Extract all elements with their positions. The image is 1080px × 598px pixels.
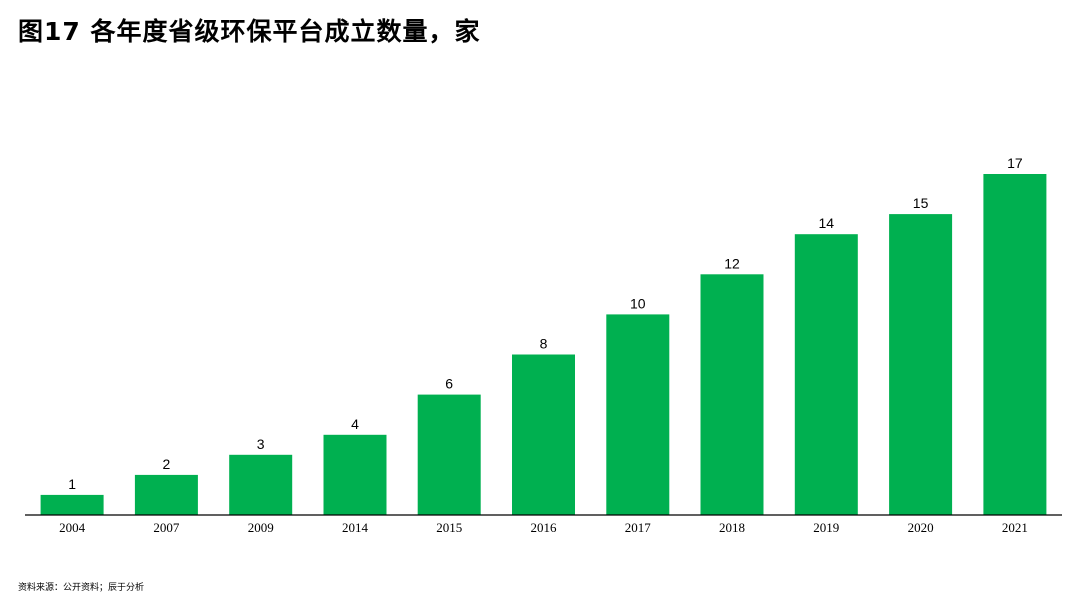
value-label-2004: 1 [68, 476, 76, 492]
value-label-2009: 3 [257, 436, 265, 452]
bar-2017 [606, 314, 670, 515]
bars-group [40, 174, 1047, 515]
value-label-2020: 15 [913, 195, 929, 211]
x-tick-2015: 2015 [436, 520, 462, 535]
value-label-2015: 6 [445, 376, 453, 392]
value-label-2016: 8 [540, 336, 548, 352]
x-tick-2004: 2004 [59, 520, 86, 535]
x-tick-labels: 2004 2007 2009 2014 2015 2016 2017 2018 2019 2020… [59, 520, 1028, 535]
value-label-2014: 4 [351, 416, 359, 432]
bar-2007 [134, 474, 198, 515]
bar-2014 [323, 434, 387, 515]
x-tick-2018: 2018 [719, 520, 745, 535]
x-tick-2007: 2007 [153, 520, 180, 535]
bar-2004 [40, 494, 104, 515]
x-tick-2021: 2021 [1002, 520, 1028, 535]
bar-2019 [794, 234, 858, 515]
value-label-2021: 17 [1007, 155, 1023, 171]
bar-2009 [229, 454, 293, 515]
x-tick-2009: 2009 [248, 520, 274, 535]
chart-title: 图17 各年度省级环保平台成立数量，家 [18, 17, 481, 46]
x-tick-2016: 2016 [531, 520, 558, 535]
bar-2016 [512, 354, 575, 515]
value-label-2018: 12 [724, 255, 740, 271]
source-note: 资料来源：公开资料；辰于分析 [18, 583, 145, 593]
value-label-2019: 14 [819, 215, 835, 231]
bar-2021 [983, 174, 1047, 515]
x-tick-2019: 2019 [813, 520, 839, 535]
x-tick-2020: 2020 [908, 520, 934, 535]
bar-2015 [417, 394, 481, 515]
x-tick-2017: 2017 [625, 520, 652, 535]
value-label-2017: 10 [630, 295, 646, 311]
bar-2020 [889, 214, 953, 515]
value-label-2007: 2 [163, 456, 171, 472]
x-tick-2014: 2014 [342, 520, 369, 535]
bar-2018 [700, 274, 764, 515]
